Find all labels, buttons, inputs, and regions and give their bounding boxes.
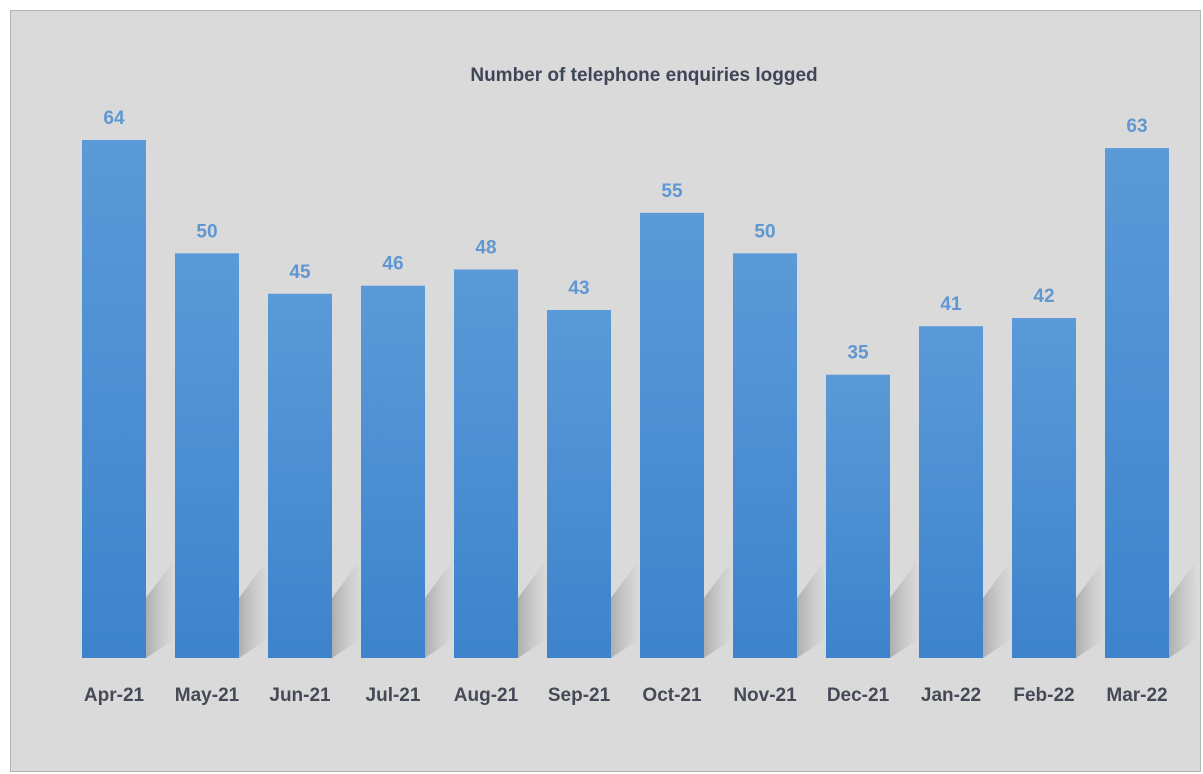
x-tick-label: Jul-21 <box>366 685 421 706</box>
data-label: 35 <box>847 343 869 364</box>
bar-jan-22 <box>919 326 983 658</box>
bar-shadow <box>518 563 548 658</box>
bar-shadow <box>1076 563 1106 658</box>
bar-mar-22 <box>1105 148 1169 658</box>
bar-shadow <box>890 563 920 658</box>
bar-nov-21 <box>733 253 797 658</box>
data-label: 55 <box>661 181 683 202</box>
bar-shadow <box>1169 563 1199 658</box>
x-tick-label: Aug-21 <box>454 685 519 706</box>
bars-group <box>82 140 1169 658</box>
bar-jul-21 <box>361 285 425 658</box>
bar-shadow <box>797 563 827 658</box>
x-tick-label: Jun-21 <box>269 685 331 706</box>
x-tick-label: Oct-21 <box>642 685 702 706</box>
chart-frame: Number of telephone enquiries logged 64 5… <box>10 10 1201 772</box>
bar-may-21 <box>175 253 239 658</box>
data-labels-group: 64 50 45 46 48 43 55 50 35 41 42 63 <box>103 108 1147 364</box>
bar-shadow <box>983 563 1013 658</box>
data-label: 64 <box>103 108 125 129</box>
bar-jun-21 <box>268 293 332 658</box>
x-tick-label: Mar-22 <box>1106 685 1167 706</box>
x-tick-label: Dec-21 <box>827 685 890 706</box>
bar-dec-21 <box>826 374 890 658</box>
bar-shadow <box>425 563 455 658</box>
x-tick-label: Feb-22 <box>1013 685 1074 706</box>
bar-shadow <box>146 563 176 658</box>
bar-shadows <box>146 563 1199 658</box>
data-label: 48 <box>475 238 496 259</box>
data-label: 42 <box>1033 286 1054 307</box>
data-label: 63 <box>1126 116 1147 137</box>
bar-shadow <box>704 563 734 658</box>
bar-apr-21 <box>82 140 146 658</box>
x-tick-label: Nov-21 <box>733 685 797 706</box>
bar-chart: Number of telephone enquiries logged 64 5… <box>82 65 1199 706</box>
bar-aug-21 <box>454 269 518 658</box>
x-axis-tick-labels: Apr-21 May-21 Jun-21 Jul-21 Aug-21 Sep-21 Oct-… <box>84 685 1168 706</box>
x-tick-label: Jan-22 <box>921 685 981 706</box>
bar-shadow <box>611 563 641 658</box>
bar-shadow <box>332 563 362 658</box>
data-label: 50 <box>754 221 775 242</box>
data-label: 41 <box>940 294 962 315</box>
bar-feb-22 <box>1012 318 1076 658</box>
bar-sep-21 <box>547 309 611 658</box>
x-tick-label: Sep-21 <box>548 685 611 706</box>
data-label: 50 <box>196 221 217 242</box>
data-label: 43 <box>568 278 589 299</box>
x-tick-label: May-21 <box>175 685 240 706</box>
chart-title: Number of telephone enquiries logged <box>470 65 817 86</box>
bar-oct-21 <box>640 212 704 658</box>
x-tick-label: Apr-21 <box>84 685 145 706</box>
data-label: 46 <box>382 254 403 275</box>
bar-shadow <box>239 563 269 658</box>
data-label: 45 <box>289 262 311 283</box>
